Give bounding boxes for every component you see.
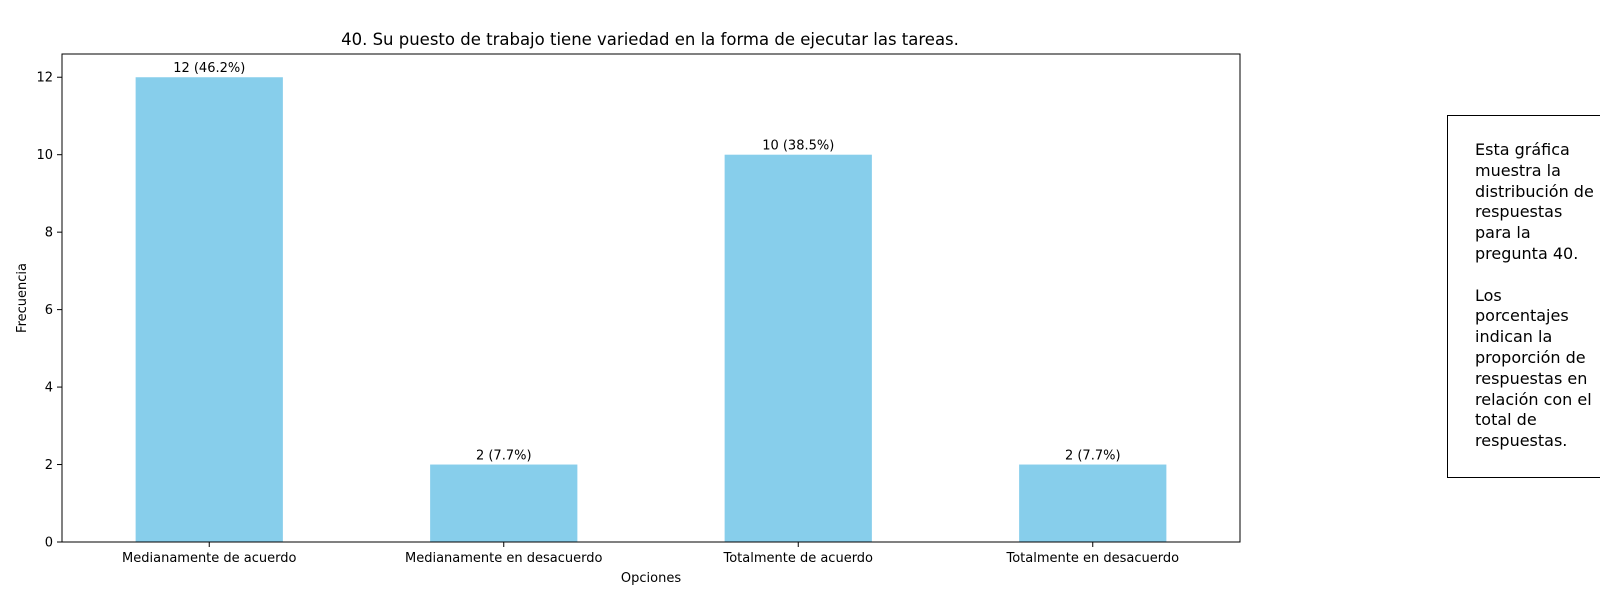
note-text-line: pregunta 40. xyxy=(1475,243,1579,263)
note-text-line: indican la xyxy=(1475,327,1553,347)
bar xyxy=(135,77,283,542)
note-text-line: total de xyxy=(1475,410,1537,430)
note-text-line: para la xyxy=(1475,223,1531,243)
y-tick-label: 4 xyxy=(45,381,53,396)
bar-value-label: 12 (46.2%) xyxy=(173,61,245,76)
x-tick-label: Medianamente en desacuerdo xyxy=(405,551,602,566)
y-tick-label: 10 xyxy=(36,148,53,163)
note-text-line: porcentajes xyxy=(1475,306,1569,326)
y-tick-label: 6 xyxy=(45,303,53,318)
bar xyxy=(1019,464,1167,542)
note-text-line: proporción de xyxy=(1475,347,1586,367)
note-text-line: distribución de xyxy=(1475,181,1594,201)
x-tick-label: Medianamente de acuerdo xyxy=(122,551,296,566)
y-axis-label: Frecuencia xyxy=(15,263,30,333)
bar-value-label: 2 (7.7%) xyxy=(1065,449,1121,464)
x-tick-label: Totalmente en desacuerdo xyxy=(1005,551,1179,566)
note-text-line: Esta gráfica xyxy=(1475,140,1570,159)
note-text-line: respuestas. xyxy=(1475,431,1568,451)
plot-frame xyxy=(61,53,1241,543)
note-text-line: muestra la xyxy=(1475,160,1561,180)
x-tick-label: Totalmente de acuerdo xyxy=(722,551,873,566)
x-axis-label: Opciones xyxy=(621,571,681,586)
y-tick-label: 2 xyxy=(45,458,53,473)
note-paragraph-2: Los porcentajes indican la proporción de res… xyxy=(1475,286,1600,452)
y-tick-label: 0 xyxy=(45,536,53,551)
note-paragraph-1: Esta gráfica muestra la distribución de res… xyxy=(1475,140,1600,265)
bar-chart: 40. Su puesto de trabajo tiene variedad … xyxy=(15,30,1241,586)
bar-value-label: 2 (7.7%) xyxy=(476,449,532,464)
bar xyxy=(430,464,578,542)
note-text-line: Los xyxy=(1475,285,1502,305)
description-note: Esta gráfica muestra la distribución de res… xyxy=(1447,115,1600,478)
y-tick-label: 8 xyxy=(45,226,53,241)
bar-value-label: 10 (38.5%) xyxy=(762,139,834,154)
note-text-line: respuestas en xyxy=(1475,368,1588,388)
chart-title: 40. Su puesto de trabajo tiene variedad … xyxy=(341,30,959,49)
note-text-line: relación con el xyxy=(1475,389,1592,409)
bar xyxy=(724,154,872,542)
note-text-line: respuestas xyxy=(1475,202,1563,222)
y-tick-label: 12 xyxy=(36,71,53,86)
